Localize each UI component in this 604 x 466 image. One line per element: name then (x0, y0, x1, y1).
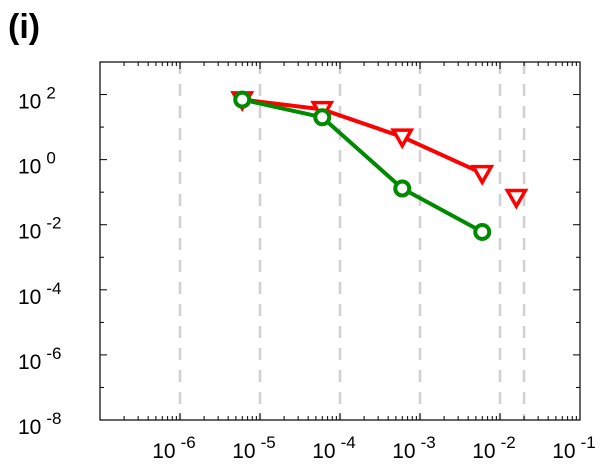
x-tick-label: 10 -1 (552, 433, 595, 463)
data-point (235, 93, 249, 107)
x-tick-label: 10 -3 (392, 433, 435, 463)
x-tick-labels: 10 -6 10 -5 10 -4 10 -3 10 -2 10 -1 (152, 433, 595, 463)
y-tick-label: 10 -6 (18, 344, 61, 374)
x-tick-label: 10 -4 (312, 433, 355, 463)
x-tick-label: 10 -6 (152, 433, 195, 463)
x-tick-label: 10 -5 (232, 433, 275, 463)
x-tick-label: 10 -2 (472, 433, 515, 463)
data-point (395, 181, 409, 195)
y-tick-label: 10 -4 (18, 279, 61, 309)
y-tick-label: 10 -8 (18, 409, 61, 439)
data-point (475, 225, 489, 239)
y-tick-label: 10 -2 (18, 214, 61, 244)
y-tick-label: 10 0 (18, 149, 56, 179)
y-tick-label: 10 2 (18, 84, 56, 114)
data-point (315, 110, 329, 124)
